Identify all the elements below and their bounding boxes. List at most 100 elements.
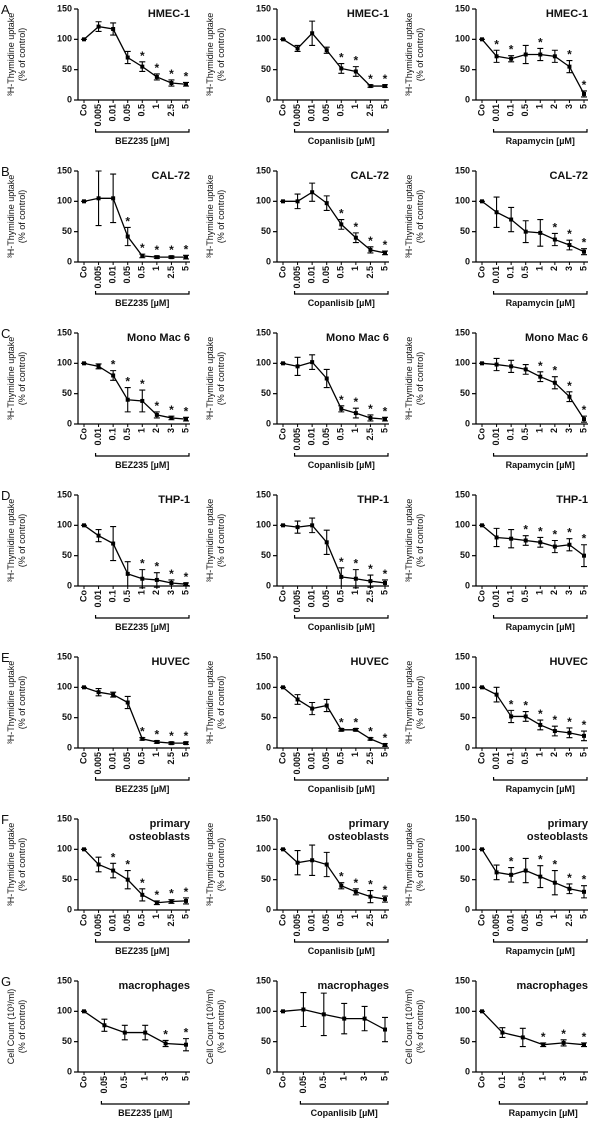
y-tick-label: 50 — [261, 712, 271, 722]
x-tick-label: 5 — [180, 590, 190, 595]
x-tick-label: 0.5 — [137, 266, 147, 279]
x-tick-label: 0.01 — [307, 428, 317, 446]
x-tick-label: 1 — [350, 266, 360, 271]
y-tick-label: 100 — [57, 196, 72, 206]
data-point — [538, 230, 543, 235]
x-tick-label: 0.1 — [506, 266, 516, 279]
x-axis-label: BEZ235 [µM] — [118, 1108, 172, 1118]
x-tick-label: 2.5 — [564, 914, 574, 927]
data-point — [582, 91, 586, 96]
significance-marker: * — [339, 207, 344, 221]
x-tick-label: 0.01 — [491, 104, 501, 122]
x-tick-label: Co — [277, 266, 287, 278]
y-axis-label: ³H-Thymidine uptake — [6, 661, 16, 745]
significance-marker: * — [509, 855, 514, 869]
y-tick-label: 100 — [256, 520, 271, 530]
significance-marker: * — [582, 718, 587, 732]
significance-marker: * — [494, 37, 499, 51]
x-tick-label: 1 — [350, 104, 360, 109]
x-tick-label: 0.01 — [491, 752, 501, 770]
x-tick-label: 1 — [549, 914, 559, 919]
significance-marker: * — [368, 72, 373, 86]
data-point — [480, 37, 484, 42]
data-point — [281, 1009, 285, 1014]
significance-marker: * — [383, 731, 388, 745]
y-tick-label: 0 — [465, 256, 470, 266]
data-point — [538, 540, 543, 545]
x-axis-label: Copanlisib [µM] — [308, 298, 375, 308]
chart-title: HUVEC — [350, 656, 389, 668]
y-tick-label: 0 — [266, 256, 271, 266]
significance-marker: * — [368, 725, 373, 739]
x-tick-label: 0.01 — [108, 914, 118, 932]
y-axis-label: ³H-Thymidine uptake — [205, 499, 215, 583]
y-tick-label: 150 — [256, 3, 271, 13]
data-point — [310, 706, 315, 711]
data-point — [154, 577, 159, 582]
series-line — [481, 38, 585, 95]
x-tick-label: 5 — [578, 104, 588, 109]
y-tick-label: 50 — [460, 874, 470, 884]
significance-marker: * — [140, 557, 145, 571]
x-tick-label: 3 — [564, 428, 574, 433]
data-point — [509, 217, 514, 222]
series-line — [282, 848, 386, 900]
significance-marker: * — [125, 214, 130, 228]
data-point — [509, 364, 514, 369]
y-tick-label: 100 — [256, 358, 271, 368]
significance-marker: * — [368, 878, 373, 892]
data-point — [96, 533, 101, 538]
x-tick-label: 0.05 — [122, 914, 132, 932]
x-tick-label: 0.01 — [108, 104, 118, 122]
x-tick-label: 0.5 — [137, 104, 147, 117]
x-axis-label: Copanlisib [µM] — [308, 946, 375, 956]
data-point — [509, 872, 514, 877]
x-bracket — [498, 1101, 588, 1105]
data-point — [111, 692, 116, 697]
x-tick-label: Co — [78, 752, 88, 764]
x-tick-label: 0.5 — [336, 914, 346, 927]
y-axis-label: (% of control) — [216, 190, 226, 244]
significance-marker: * — [354, 220, 359, 234]
x-tick-label: 0.05 — [321, 914, 331, 932]
data-point — [353, 889, 358, 894]
data-point — [339, 574, 344, 579]
data-point — [368, 415, 373, 420]
x-tick-label: 0.01 — [93, 428, 103, 446]
significance-marker: * — [509, 43, 514, 57]
data-point — [494, 210, 499, 215]
data-point — [582, 553, 586, 558]
x-bracket — [293, 291, 389, 295]
y-tick-label: 0 — [465, 94, 470, 104]
significance-marker: * — [538, 359, 543, 373]
x-tick-label: 0.5 — [520, 104, 530, 117]
significance-marker: * — [567, 379, 572, 393]
data-point — [184, 898, 188, 903]
x-bracket — [293, 939, 389, 943]
y-tick-label: 0 — [465, 1066, 470, 1076]
x-bracket — [492, 615, 588, 619]
y-tick-label: 100 — [57, 1006, 72, 1016]
y-tick-label: 100 — [455, 844, 470, 854]
data-point — [125, 234, 130, 239]
data-point — [310, 360, 315, 365]
chart-title: THP-1 — [556, 494, 588, 506]
y-axis-label: (% of control) — [17, 190, 27, 244]
x-axis-label: BEZ235 [µM] — [115, 622, 169, 632]
y-axis-label: (% of control) — [216, 514, 226, 568]
data-point — [541, 1042, 546, 1047]
data-point — [339, 883, 344, 888]
data-point — [582, 417, 586, 422]
y-axis-label: ³H-Thymidine uptake — [404, 661, 414, 745]
data-point — [383, 1027, 387, 1032]
data-point — [480, 361, 484, 366]
significance-marker: * — [582, 873, 587, 887]
x-tick-label: 0.005 — [292, 266, 302, 289]
y-tick-label: 50 — [62, 874, 72, 884]
data-point — [154, 74, 159, 79]
data-point — [324, 703, 329, 708]
data-point — [353, 235, 358, 240]
data-point — [494, 362, 499, 367]
y-axis-label: ³H-Thymidine uptake — [6, 823, 16, 907]
data-point — [480, 1009, 484, 1014]
